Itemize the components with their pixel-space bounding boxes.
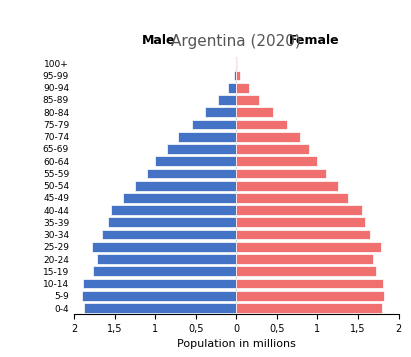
- Bar: [236, 120, 287, 129]
- Text: Male: Male: [142, 34, 175, 47]
- Bar: [236, 71, 240, 80]
- Bar: [92, 242, 236, 252]
- Bar: [92, 266, 236, 276]
- Text: Female: Female: [289, 34, 339, 47]
- Bar: [236, 107, 273, 117]
- Bar: [111, 205, 236, 215]
- Bar: [155, 156, 236, 166]
- Bar: [219, 95, 236, 105]
- Bar: [236, 58, 237, 68]
- Bar: [236, 169, 326, 178]
- Bar: [234, 71, 236, 80]
- Bar: [206, 107, 236, 117]
- Bar: [236, 217, 365, 227]
- Bar: [147, 169, 236, 178]
- Bar: [178, 132, 236, 142]
- Bar: [236, 266, 376, 276]
- Bar: [167, 144, 236, 154]
- Bar: [236, 95, 259, 105]
- Bar: [236, 279, 383, 288]
- Bar: [236, 303, 382, 313]
- Title: Argentina (2020): Argentina (2020): [171, 34, 301, 49]
- Bar: [236, 132, 300, 142]
- Bar: [236, 291, 384, 301]
- Bar: [236, 205, 362, 215]
- Bar: [236, 144, 309, 154]
- Bar: [135, 181, 236, 191]
- Bar: [236, 83, 249, 92]
- Bar: [82, 291, 236, 301]
- Bar: [102, 230, 236, 240]
- Bar: [84, 303, 236, 313]
- Bar: [236, 193, 349, 203]
- Bar: [236, 242, 381, 252]
- Bar: [192, 120, 236, 129]
- Bar: [236, 156, 317, 166]
- Bar: [108, 217, 236, 227]
- X-axis label: Population in millions: Population in millions: [177, 340, 296, 350]
- Bar: [236, 181, 338, 191]
- Bar: [83, 279, 236, 288]
- Bar: [122, 193, 236, 203]
- Bar: [228, 83, 236, 92]
- Bar: [236, 254, 373, 264]
- Bar: [236, 230, 370, 240]
- Bar: [97, 254, 236, 264]
